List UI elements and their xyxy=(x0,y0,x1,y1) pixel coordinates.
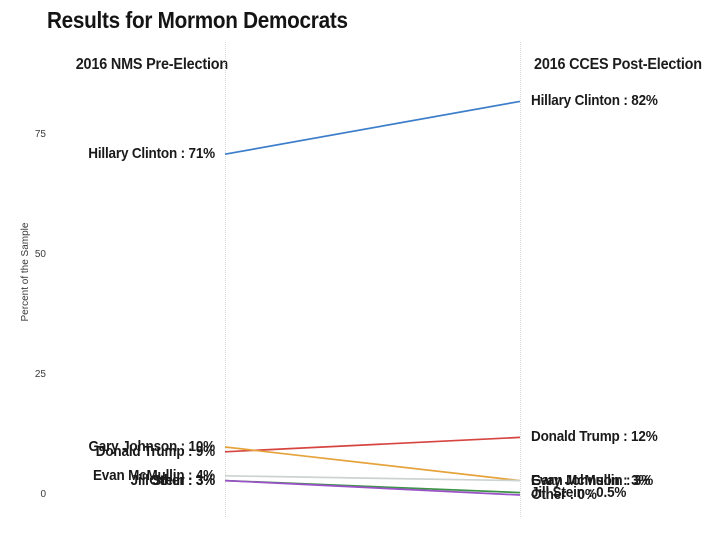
slope-line-donald-trump xyxy=(224,436,521,453)
label-post-donald-trump: Donald Trump : 12% xyxy=(531,428,658,446)
slope-line-evan-mcmullin xyxy=(224,474,521,482)
label-post-evan-mcmullin: Evan McMullin : 3% xyxy=(531,471,654,489)
label-pre-jill-stein: Jill Stein : 3% xyxy=(130,471,216,489)
slope-line-gary-johnson xyxy=(224,446,521,482)
axis-line-post xyxy=(520,42,521,517)
slope-line-other xyxy=(224,479,521,496)
y-tick-label-50: 50 xyxy=(34,249,46,260)
y-tick-label-25: 25 xyxy=(34,369,46,380)
label-pre-donald-trump: Donald Trump : 9% xyxy=(95,442,215,460)
column-header-post-election: 2016 CCES Post-Election xyxy=(534,56,702,73)
label-pre-gary-johnson: Gary Johnson : 10% xyxy=(88,438,215,455)
label-post-hillary-clinton: Hillary Clinton : 82% xyxy=(531,92,658,110)
y-tick-label-75: 75 xyxy=(34,129,46,140)
label-post-other: Other : 0% xyxy=(531,486,597,503)
page-title: Results for Mormon Democrats xyxy=(47,7,348,33)
slope-line-hillary-clinton xyxy=(224,100,521,156)
label-post-gary-johnson: Gary Johnson : 3% xyxy=(531,471,651,489)
label-pre-other: Other : 3% xyxy=(149,471,215,489)
label-post-jill-stein: Jill Stein : 0.5% xyxy=(531,483,627,501)
axis-line-pre xyxy=(225,42,226,517)
label-pre-evan-mcmullin: Evan McMullin : 4% xyxy=(92,466,215,484)
y-tick-label-0: 0 xyxy=(40,489,46,500)
label-pre-hillary-clinton: Hillary Clinton : 71% xyxy=(88,145,215,163)
column-header-pre-election: 2016 NMS Pre-Election xyxy=(75,56,228,73)
